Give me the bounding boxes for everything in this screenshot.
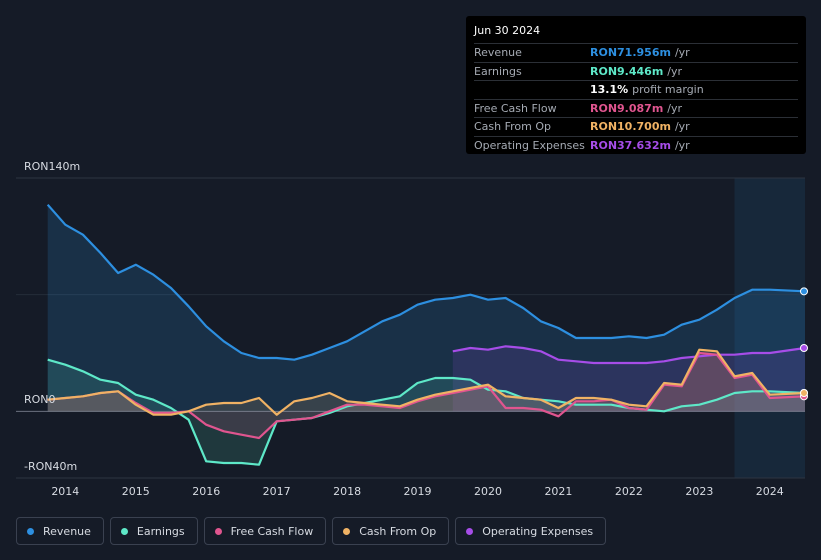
tooltip-label: Operating Expenses xyxy=(474,138,585,152)
y-axis-label-top: RON140m xyxy=(24,160,80,173)
x-tick-label: 2021 xyxy=(544,485,572,498)
legend-dot-icon xyxy=(120,527,128,535)
earnings-line xyxy=(47,358,806,466)
tooltip-value: RON9.087m xyxy=(590,101,664,115)
data-tooltip: Jun 30 2024 Revenue RON71.956m /yr Earni… xyxy=(466,16,806,154)
tooltip-value: RON10.700m xyxy=(590,120,671,134)
legend-dot-icon xyxy=(343,527,351,535)
cash-from-op-line xyxy=(47,348,806,416)
free-cash-flow-area xyxy=(47,353,805,438)
x-axis-ticks: 2014 2015 2016 2017 2018 2019 2020 2021 2022 2023… xyxy=(51,485,783,498)
revenue-area xyxy=(47,204,805,412)
tooltip-unit: /yr xyxy=(667,64,683,78)
x-tick-label: 2015 xyxy=(122,485,150,498)
operating-expenses-line xyxy=(452,345,806,365)
tooltip-date: Jun 30 2024 xyxy=(474,24,541,37)
tooltip-value: 13.1% xyxy=(590,83,629,97)
y-axis-label-zero: RON0 xyxy=(24,393,56,406)
legend-item-earnings[interactable]: Earnings xyxy=(109,517,198,545)
series-endpoints xyxy=(800,287,808,401)
tooltip-label: Cash From Op xyxy=(474,120,552,134)
operating-expenses-area xyxy=(452,346,805,412)
tooltip-label: Revenue xyxy=(474,46,522,60)
tooltip-unit: profit margin xyxy=(632,83,704,97)
legend-label: Operating Expenses xyxy=(482,524,594,538)
x-tick-label: 2020 xyxy=(474,485,502,498)
legend-dot-icon xyxy=(466,527,474,535)
cash-from-op-area xyxy=(47,349,805,415)
tooltip-label: Earnings xyxy=(474,64,522,78)
revenue-endpoint xyxy=(800,287,808,296)
legend-item-cash-from-op[interactable]: Cash From Op xyxy=(332,517,450,545)
tooltip-row-revenue: Revenue RON71.956m /yr xyxy=(474,43,798,62)
forecast-band xyxy=(734,178,805,478)
legend-label: Free Cash Flow xyxy=(230,524,314,538)
tooltip-value: RON9.446m xyxy=(590,64,664,78)
tooltip-row-operating-expenses: Operating Expenses RON37.632m /yr xyxy=(474,135,798,155)
tooltip-unit: /yr xyxy=(674,46,690,60)
x-tick-label: 2023 xyxy=(685,485,713,498)
earnings-area xyxy=(47,359,805,465)
x-tick-label: 2024 xyxy=(756,485,784,498)
tooltip-unit: /yr xyxy=(674,120,690,134)
series-lines xyxy=(46,203,806,466)
legend-dot-icon xyxy=(214,527,222,535)
legend-item-free-cash-flow[interactable]: Free Cash Flow xyxy=(203,517,327,545)
legend-item-revenue[interactable]: Revenue xyxy=(16,517,104,545)
tooltip-label: Free Cash Flow xyxy=(474,101,557,115)
legend-label: Revenue xyxy=(43,524,91,538)
legend-dot-icon xyxy=(27,527,34,535)
legend-item-operating-expenses[interactable]: Operating Expenses xyxy=(455,517,607,545)
x-tick-label: 2014 xyxy=(51,485,79,498)
tooltip-row-profit-margin: 13.1% profit margin xyxy=(474,80,798,99)
x-tick-label: 2022 xyxy=(615,485,643,498)
tooltip-value: RON71.956m xyxy=(590,46,671,60)
series-areas xyxy=(47,204,805,465)
tooltip-row-earnings: Earnings RON9.446m /yr xyxy=(474,61,798,81)
x-tick-label: 2019 xyxy=(404,485,432,498)
tooltip-unit: /yr xyxy=(667,101,683,115)
legend-label: Cash From Op xyxy=(359,524,437,538)
y-axis-label-bottom: -RON40m xyxy=(24,460,77,473)
tooltip-row-free-cash-flow: Free Cash Flow RON9.087m /yr xyxy=(474,98,798,118)
operating-expenses-endpoint xyxy=(800,344,808,352)
revenue-line xyxy=(46,203,806,361)
tooltip-row-cash-from-op: Cash From Op RON10.700m /yr xyxy=(474,117,798,136)
chart-legend: Revenue Earnings Free Cash Flow Cash Fro… xyxy=(16,517,607,545)
tooltip-value: RON37.632m xyxy=(590,138,671,152)
tooltip-unit: /yr xyxy=(674,138,690,152)
x-tick-label: 2016 xyxy=(192,485,220,498)
cash-from-op-endpoint xyxy=(800,389,808,397)
x-tick-label: 2018 xyxy=(333,485,361,498)
x-tick-label: 2017 xyxy=(263,485,291,498)
legend-label: Earnings xyxy=(136,524,185,538)
